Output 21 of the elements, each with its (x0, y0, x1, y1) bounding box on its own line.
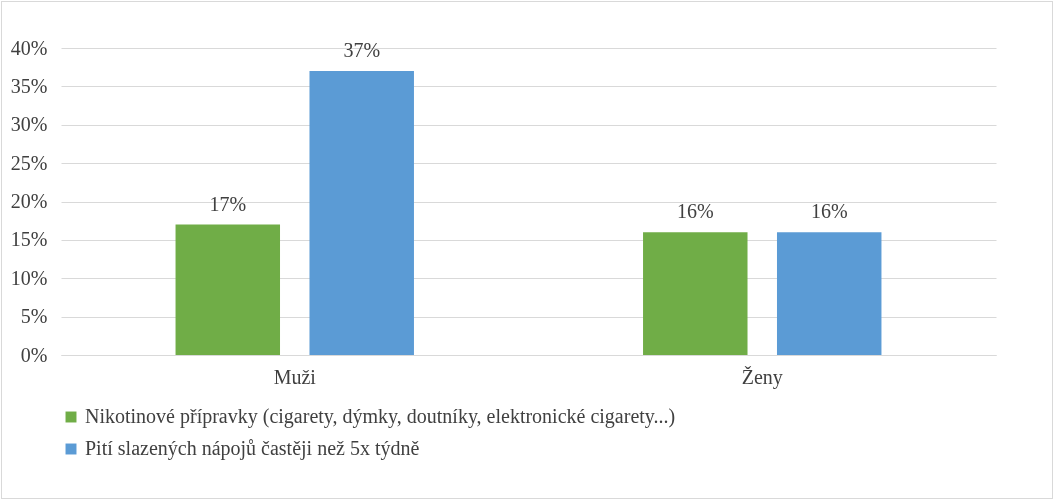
data-label: 16% (676, 200, 714, 223)
y-tick-label: 30% (10, 113, 48, 136)
y-tick-label: 5% (20, 305, 48, 328)
y-tick-label: 10% (10, 266, 48, 289)
data-label: 37% (343, 39, 381, 62)
bar (643, 232, 748, 355)
bar (776, 232, 882, 355)
y-tick-label: 40% (10, 36, 48, 59)
y-tick-label: 25% (10, 151, 48, 174)
x-tick-label: Ženy (741, 365, 783, 389)
bar (175, 224, 281, 355)
y-tick-label: 20% (10, 190, 48, 212)
data-label: 17% (209, 192, 247, 215)
data-label: 16% (810, 200, 848, 223)
legend-label: Nikotinové přípravky (cigarety, dýmky, doutníky, elektronické cigarety...) (85, 405, 676, 428)
y-tick-label: 35% (10, 74, 48, 97)
x-tick-label: Muži (273, 365, 317, 388)
legend-label: Pití slazených nápojů častěji než 5x týdně (85, 437, 420, 460)
y-tick-label: 0% (20, 343, 48, 366)
bar (309, 71, 414, 355)
y-tick-label: 15% (10, 228, 48, 251)
